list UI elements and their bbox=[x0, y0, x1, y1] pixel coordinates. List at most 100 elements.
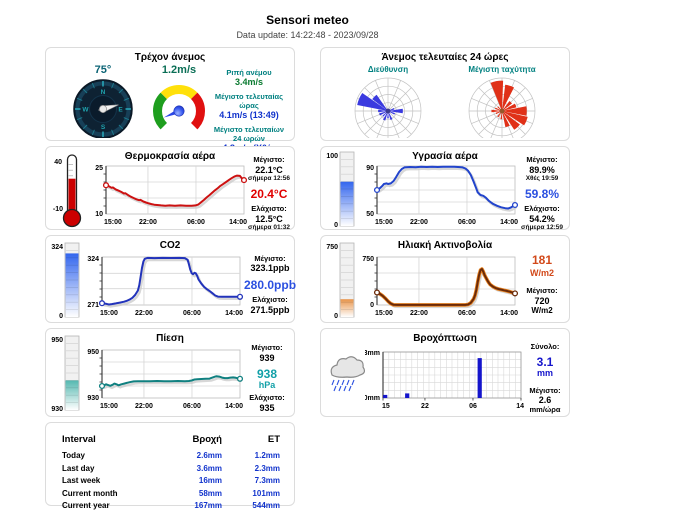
max-label: Μέγιστο: bbox=[526, 155, 558, 165]
svg-text:930: 930 bbox=[87, 395, 99, 402]
gust-value: 3.4m/s bbox=[234, 77, 264, 87]
svg-text:15: 15 bbox=[382, 403, 390, 410]
svg-text:22:00: 22:00 bbox=[139, 219, 157, 226]
min-label: Ελάχιστο: bbox=[252, 295, 288, 305]
max-label: Μέγιστο: bbox=[529, 385, 561, 395]
svg-text:3mm: 3mm bbox=[365, 350, 380, 357]
svg-text:15:00: 15:00 bbox=[375, 310, 393, 317]
current-pressure-unit: hPa bbox=[258, 379, 276, 390]
solar-chart: 750 015:00 22:00 06:00 14:00 bbox=[362, 256, 518, 317]
total-label: Σύνολο: bbox=[530, 341, 560, 351]
svg-text:100: 100 bbox=[326, 153, 338, 160]
svg-text:22: 22 bbox=[421, 403, 429, 410]
current-humidity: 59.8% bbox=[524, 186, 560, 201]
min-value: 271.5ppb bbox=[250, 305, 290, 316]
table-body: Today 2.6mm 1.2mm Last day 3.6mm 2.3mm Last we… bbox=[62, 451, 280, 510]
table-header-row: Interval Βροχή ET bbox=[62, 434, 280, 445]
wind-speed-value: 1.2m/s bbox=[161, 64, 197, 76]
svg-text:22:00: 22:00 bbox=[135, 403, 153, 410]
direction-rose-label: Διεύθυνση bbox=[367, 65, 409, 74]
humidity-title: Υγρασία αέρα bbox=[412, 151, 478, 162]
page-header: Sensori meteo Data update: 14:22:48 - 20… bbox=[0, 0, 615, 40]
page-title: Sensori meteo bbox=[266, 13, 349, 27]
max-label: Μέγιστο: bbox=[526, 286, 558, 296]
min-label: Ελάχιστο: bbox=[249, 393, 285, 403]
svg-text:10: 10 bbox=[95, 211, 103, 218]
speed-rose-label: Μέγιστη ταχύτητα bbox=[468, 65, 536, 74]
co2-title: CO2 bbox=[159, 240, 181, 251]
svg-text:14:00: 14:00 bbox=[225, 310, 243, 317]
max-24h-label: Μέγιστο τελευταίων 24 ωρών bbox=[213, 124, 285, 143]
max-hour-value: 4.1m/s (13:49) bbox=[219, 109, 279, 120]
svg-text:06:00: 06:00 bbox=[458, 310, 476, 317]
max-time: Χθές 19:59 bbox=[525, 175, 559, 183]
max-value: 323.1ppb bbox=[250, 263, 290, 274]
table-header: ET bbox=[267, 434, 280, 445]
svg-text:06: 06 bbox=[469, 403, 477, 410]
table-row: Current month 58mm 101mm bbox=[62, 488, 280, 498]
svg-text:0: 0 bbox=[370, 302, 374, 309]
pressure-panel: Πίεση 950 930 950 930 15:00 22:00 06:00 14:00 … bbox=[45, 328, 295, 417]
svg-text:N: N bbox=[101, 88, 106, 95]
current-wind-title: Τρέχον άνεμος bbox=[134, 52, 206, 63]
table-row: Last day 3.6mm 2.3mm bbox=[62, 463, 280, 473]
wind-direction-value: 75° bbox=[94, 64, 112, 76]
thermometer-icon: 40 -10 bbox=[53, 153, 82, 227]
solar-title: Ηλιακή Ακτινοβολία bbox=[397, 240, 493, 251]
wind-24h-title: Άνεμος τελευταίες 24 ώρες bbox=[381, 52, 509, 63]
svg-text:0: 0 bbox=[59, 313, 63, 320]
rainfall-panel: Βροχόπτωση 3mm 0mm 15 22 06 14 Σύνολο: 3.1 mm… bbox=[320, 328, 570, 417]
panel-grid: Τρέχον άνεμος 75° N E S W 1.2m/s Ριπή ανέμο… bbox=[45, 47, 570, 510]
svg-text:50: 50 bbox=[366, 211, 374, 218]
data-update-timestamp: Data update: 14:22:48 - 2023/09/28 bbox=[236, 30, 379, 40]
temperature-panel: Θερμοκρασία αέρα 40 -10 25 10 15:00 22:00 06:… bbox=[45, 146, 295, 232]
table-row: Last week 16mm 7.3mm bbox=[62, 476, 280, 485]
max-label: Μέγιστο: bbox=[254, 253, 286, 263]
svg-text:324: 324 bbox=[87, 256, 99, 263]
svg-text:15:00: 15:00 bbox=[375, 219, 393, 226]
min-time: σήμερα 01:32 bbox=[248, 224, 290, 232]
max-value: 2.6 bbox=[538, 395, 552, 406]
svg-text:14:00: 14:00 bbox=[500, 219, 518, 226]
max-label: Μέγιστο: bbox=[251, 342, 283, 352]
table-row: Today 2.6mm 1.2mm bbox=[62, 451, 280, 460]
svg-text:22:00: 22:00 bbox=[135, 310, 153, 317]
svg-text:0mm: 0mm bbox=[365, 395, 380, 402]
wind-speed-gauge-icon bbox=[153, 84, 205, 130]
rain-total-unit: mm bbox=[536, 368, 553, 379]
pressure-title: Πίεση bbox=[156, 333, 184, 344]
interval-table: Interval Βροχή ET Today 2.6mm 1.2mm Last day 3… bbox=[45, 422, 295, 510]
max-value: 939 bbox=[259, 352, 275, 363]
humidity-panel: Υγρασία αέρα 100 0 90 50 15:00 22:00 06:00 14:… bbox=[320, 146, 570, 231]
max-value: 720 bbox=[534, 296, 550, 307]
max-unit: W/m2 bbox=[531, 306, 553, 316]
current-temperature: 20.4°C bbox=[250, 186, 288, 201]
svg-text:40: 40 bbox=[54, 159, 62, 166]
solar-level-gauge: 750 0 bbox=[326, 242, 355, 320]
svg-text:22:00: 22:00 bbox=[410, 219, 428, 226]
min-value: 54.2% bbox=[529, 214, 555, 225]
svg-text:E: E bbox=[118, 106, 123, 113]
wind-direction-rose-chart bbox=[354, 77, 422, 138]
rain-total-value: 3.1 bbox=[536, 355, 554, 370]
svg-text:25: 25 bbox=[95, 165, 103, 172]
svg-text:14:00: 14:00 bbox=[500, 310, 518, 317]
rainfall-title: Βροχόπτωση bbox=[413, 333, 477, 344]
svg-text:06:00: 06:00 bbox=[183, 403, 201, 410]
svg-text:06:00: 06:00 bbox=[183, 310, 201, 317]
current-co2: 280.0ppb bbox=[244, 277, 297, 292]
temperature-title: Θερμοκρασία αέρα bbox=[124, 151, 216, 162]
humidity-level-gauge: 100 0 bbox=[326, 151, 355, 229]
svg-text:950: 950 bbox=[51, 337, 63, 344]
current-solar-unit: W/m2 bbox=[529, 268, 554, 279]
svg-text:W: W bbox=[82, 106, 89, 113]
svg-text:90: 90 bbox=[366, 165, 374, 172]
empty-cell bbox=[320, 422, 570, 506]
svg-text:22:00: 22:00 bbox=[410, 310, 428, 317]
svg-text:930: 930 bbox=[51, 406, 63, 413]
